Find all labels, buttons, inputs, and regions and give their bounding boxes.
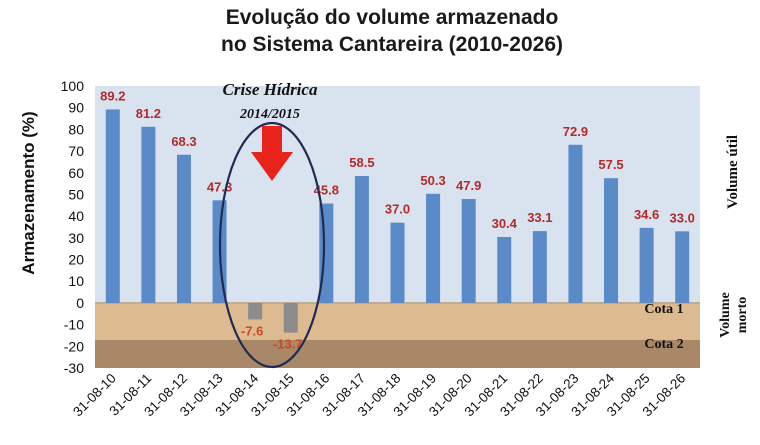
data-label: 30.4 (492, 216, 518, 231)
data-label: 34.6 (634, 207, 659, 222)
data-label: 81.2 (136, 106, 161, 121)
data-label: 33.0 (670, 210, 695, 225)
bar (248, 302, 263, 320)
y-axis-ticks: -30 -20 -10 0 10 20 30 40 50 60 70 80 90 100 (61, 78, 85, 376)
bar (675, 231, 690, 303)
y-tick-label: 80 (68, 121, 84, 137)
y-tick-label: -20 (64, 338, 84, 354)
bar (105, 109, 120, 303)
data-label: 57.5 (598, 157, 623, 172)
y-tick-label: -10 (64, 317, 84, 333)
crisis-label-line1: Crise Hídrica (223, 80, 318, 99)
cota-1-zone (95, 302, 700, 340)
chart-title-line2: no Sistema Cantareira (2010-2026) (221, 33, 563, 56)
data-label: 50.3 (420, 173, 445, 188)
cota-2-zone (95, 339, 700, 368)
y-tick-label: 10 (68, 273, 84, 289)
bar (532, 231, 547, 303)
y-axis-label: Armazenamento (%) (19, 111, 38, 274)
y-tick-label: -30 (64, 360, 84, 376)
cota-2-label: Cota 2 (644, 337, 683, 352)
y-tick-label: 0 (76, 295, 84, 311)
bar (639, 227, 654, 303)
x-axis-ticks: 31-08-1031-08-1131-08-1231-08-1331-08-14… (70, 370, 688, 419)
bar (390, 222, 405, 303)
chart-title-line1: Evolução do volume armazenado (226, 6, 559, 29)
bar (283, 302, 298, 333)
useful-volume-label: Volume útil (725, 135, 741, 209)
y-tick-label: 70 (68, 143, 84, 159)
crisis-ellipse (218, 121, 326, 369)
bar (461, 199, 476, 303)
y-tick-label: 50 (68, 186, 84, 202)
crisis-arrow (251, 126, 293, 181)
data-label: 89.2 (100, 88, 125, 103)
dead-volume-label-line1: Volume (718, 292, 733, 337)
bars (105, 109, 690, 333)
bar (426, 193, 441, 303)
dead-volume-label-line2: morto (735, 297, 750, 334)
y-tick-label: 30 (68, 230, 84, 246)
y-tick-label: 40 (68, 208, 84, 224)
crisis-label-line2: 2014/2015 (239, 107, 300, 122)
data-label: 72.9 (563, 124, 588, 139)
data-label: 37.0 (385, 202, 410, 217)
data-label: -7.6 (241, 323, 263, 338)
data-label: -13.7 (273, 337, 303, 352)
bar (604, 178, 619, 303)
cota-1-label: Cota 1 (644, 302, 683, 317)
bar (176, 154, 191, 303)
bar (354, 176, 369, 303)
data-label: 58.5 (349, 155, 374, 170)
data-label: 47.9 (456, 178, 481, 193)
y-tick-label: 90 (68, 100, 84, 116)
data-label: 68.3 (171, 134, 196, 149)
data-label: 33.1 (527, 210, 552, 225)
y-tick-label: 60 (68, 165, 84, 181)
bar (497, 236, 512, 303)
bar (568, 144, 583, 303)
y-tick-label: 100 (61, 78, 85, 94)
bar (141, 126, 156, 303)
y-tick-label: 20 (68, 252, 84, 268)
